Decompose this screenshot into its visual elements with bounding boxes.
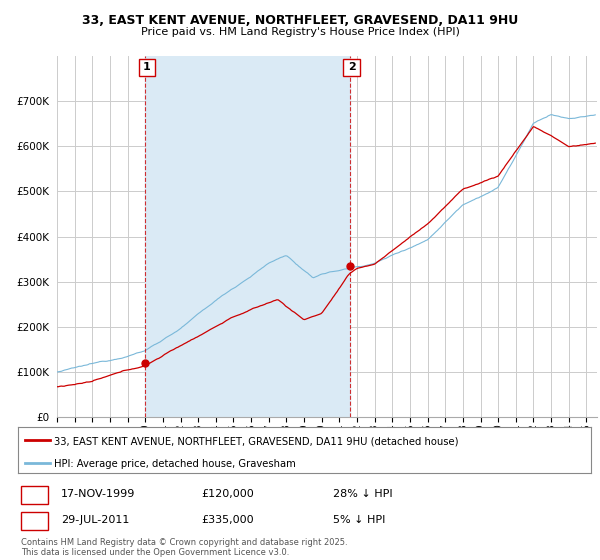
Text: 1: 1	[31, 489, 38, 499]
Text: £120,000: £120,000	[202, 489, 254, 499]
Text: Contains HM Land Registry data © Crown copyright and database right 2025.
This d: Contains HM Land Registry data © Crown c…	[21, 538, 347, 557]
Text: 1: 1	[143, 62, 151, 72]
FancyBboxPatch shape	[21, 512, 49, 530]
FancyBboxPatch shape	[343, 59, 359, 76]
Text: 2: 2	[31, 515, 38, 525]
Text: 29-JUL-2011: 29-JUL-2011	[61, 515, 130, 525]
Text: 2: 2	[347, 62, 355, 72]
Text: 33, EAST KENT AVENUE, NORTHFLEET, GRAVESEND, DA11 9HU (detached house): 33, EAST KENT AVENUE, NORTHFLEET, GRAVES…	[53, 436, 458, 446]
Text: 33, EAST KENT AVENUE, NORTHFLEET, GRAVESEND, DA11 9HU: 33, EAST KENT AVENUE, NORTHFLEET, GRAVES…	[82, 14, 518, 27]
Bar	[145, 56, 350, 417]
FancyBboxPatch shape	[139, 59, 155, 76]
Text: 17-NOV-1999: 17-NOV-1999	[61, 489, 136, 499]
Text: Price paid vs. HM Land Registry's House Price Index (HPI): Price paid vs. HM Land Registry's House …	[140, 27, 460, 37]
Text: HPI: Average price, detached house, Gravesham: HPI: Average price, detached house, Grav…	[53, 459, 295, 469]
Text: £335,000: £335,000	[202, 515, 254, 525]
Text: 28% ↓ HPI: 28% ↓ HPI	[333, 489, 393, 499]
FancyBboxPatch shape	[21, 486, 49, 503]
Text: 5% ↓ HPI: 5% ↓ HPI	[333, 515, 386, 525]
